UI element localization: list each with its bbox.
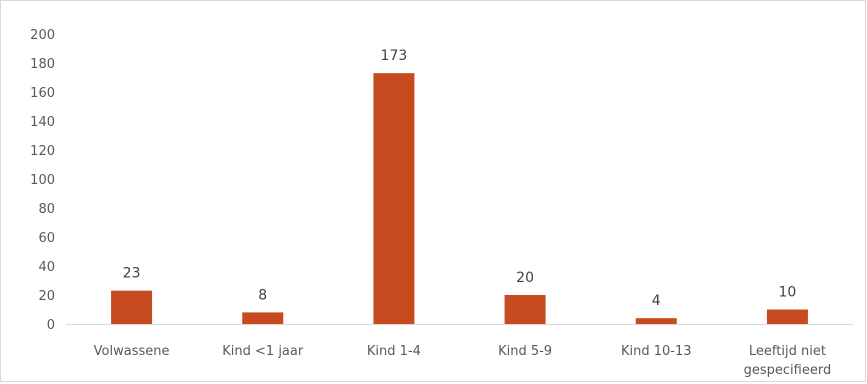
bar <box>766 309 808 324</box>
bar <box>111 290 153 324</box>
x-tick-label: gespecifieerd <box>744 363 832 378</box>
y-tick-label: 200 <box>30 28 55 43</box>
x-tick-label: Kind <1 jaar <box>222 344 304 359</box>
y-tick-label: 40 <box>38 260 55 275</box>
x-tick-label: Kind 5-9 <box>498 344 552 359</box>
x-tick-label: Volwassene <box>94 344 170 359</box>
data-label: 4 <box>652 293 661 309</box>
y-tick-label: 0 <box>47 318 55 333</box>
y-tick-label: 180 <box>30 57 55 72</box>
bar <box>242 312 284 324</box>
bar <box>373 73 415 325</box>
y-tick-label: 160 <box>30 86 55 101</box>
bar <box>504 295 546 324</box>
data-label: 20 <box>516 270 534 286</box>
bar <box>635 318 677 324</box>
x-tick-label: Kind 1-4 <box>367 344 421 359</box>
y-tick-label: 20 <box>38 289 55 304</box>
x-tick-label: Kind 10-13 <box>621 344 692 359</box>
data-label: 10 <box>779 285 797 301</box>
data-label: 173 <box>381 48 408 64</box>
y-tick-label: 100 <box>30 173 55 188</box>
y-tick-label: 120 <box>30 144 55 159</box>
data-label: 23 <box>123 266 141 282</box>
data-label: 8 <box>258 287 267 303</box>
y-tick-label: 80 <box>38 202 55 217</box>
y-tick-label: 60 <box>38 231 55 246</box>
y-tick-label: 140 <box>30 115 55 130</box>
x-tick-label: Leeftijd niet <box>749 344 826 359</box>
